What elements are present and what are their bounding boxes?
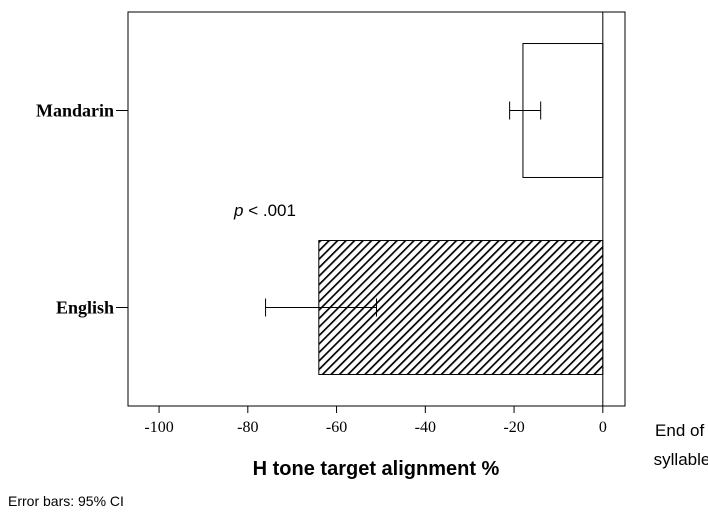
end-of-syllable-label: End of syllable — [654, 421, 708, 469]
significance-annotation: p < .001 — [233, 201, 296, 220]
y-axis-layer: Mandarin English — [36, 101, 128, 318]
footnote: Error bars: 95% CI — [8, 493, 124, 509]
x-tick-label: -80 — [237, 419, 258, 436]
x-tick-label: -100 — [144, 419, 173, 436]
end-label-line-1: End of — [655, 421, 704, 440]
end-label-line-2: syllable — [654, 450, 708, 469]
plot-frame — [127, 11, 626, 407]
error-bars-layer — [265, 101, 542, 317]
x-axis-layer: -100 -80 -60 -40 -20 0 — [144, 406, 607, 436]
x-tick-label: 0 — [599, 419, 607, 436]
x-tick-label: -40 — [415, 419, 436, 436]
bars-layer — [318, 43, 604, 375]
category-label-mandarin: Mandarin — [36, 101, 114, 121]
category-label-english: English — [56, 298, 114, 318]
x-tick-label: -60 — [326, 419, 347, 436]
x-axis-title: H tone target alignment % — [253, 458, 500, 480]
x-tick-label: -20 — [503, 419, 524, 436]
